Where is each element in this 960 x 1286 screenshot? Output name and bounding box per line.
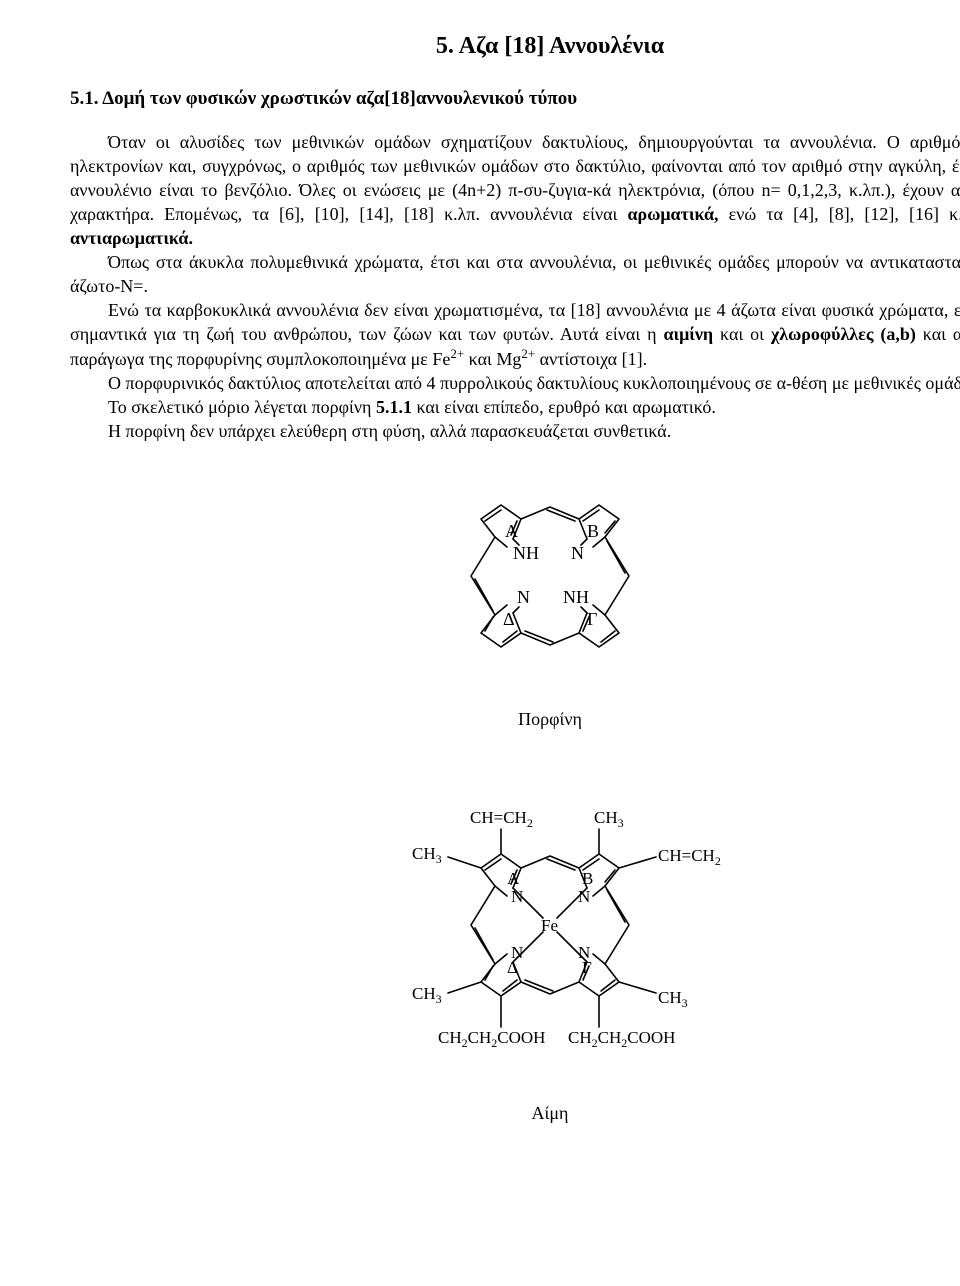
porphine-structure-icon: Α Β Γ Δ NH N N NH	[435, 477, 665, 697]
paragraph-3: Ενώ τα καρβοκυκλικά αννουλένια δεν είναι…	[70, 298, 960, 370]
figure-heme: Α Β Γ Δ N N N N Fe CH=CH2 CH3 CH3 CH=CH2…	[70, 791, 960, 1125]
p2-text: Όπως στα άκυκλα πολυμεθινικά χρώματα, έτ…	[70, 252, 960, 296]
heme-sub-ch3-4: CH3	[658, 988, 688, 1010]
heme-n-d: N	[511, 943, 523, 962]
equation-number-1: (5.1.1)	[70, 745, 960, 769]
heme-structure-icon: Α Β Γ Δ N N N N Fe CH=CH2 CH3 CH3 CH=CH2…	[360, 791, 740, 1091]
p3-text-g: και Mg	[464, 349, 521, 369]
heme-sub-ch3-2: CH3	[412, 844, 442, 866]
ring-label-d: Δ	[503, 609, 515, 629]
paragraph-2: Όπως στα άκυκλα πολυμεθινικά χρώματα, έτ…	[70, 250, 960, 298]
atom-label-nh-a: NH	[513, 543, 539, 563]
p3-text-i: αντίστοιχα [1].	[535, 349, 647, 369]
heme-sub-prop-1: CH2CH2COOH	[438, 1028, 545, 1050]
section-heading: 5.1. Δομή των φυσικών χρωστικών αζα[18]α…	[70, 86, 960, 111]
figure-caption-heme: Αίμη	[70, 1101, 960, 1125]
heme-fe: Fe	[541, 916, 558, 935]
ring-label-a: Α	[505, 521, 518, 541]
p3-sup-mg: 2+	[521, 346, 535, 361]
p6-text: Η πορφίνη δεν υπάρχει ελεύθερη στη φύση,…	[108, 421, 671, 441]
ring-label-g: Γ	[587, 609, 597, 629]
atom-label-nh-g: NH	[563, 587, 589, 607]
heme-sub-vinyl-2: CH=CH2	[658, 846, 721, 868]
heme-n-a: N	[511, 887, 523, 906]
page-title: 5. Αζα [18] Αννουλένια	[70, 30, 960, 62]
p3-bold-chlorophylls: χλωροφύλλες (a,b)	[771, 324, 916, 344]
paragraph-4: Ο πορφυρινικός δακτύλιος αποτελείται από…	[70, 371, 960, 395]
heme-sub-prop-2: CH2CH2COOH	[568, 1028, 675, 1050]
p3-bold-haemin: αιμίνη	[663, 324, 713, 344]
figure-caption-porphine: Πορφίνη	[70, 707, 960, 731]
p1-bold-antiaromatic: αντιαρωματικά.	[70, 228, 193, 248]
heme-ring-b: Β	[582, 869, 593, 888]
paragraph-6: Η πορφίνη δεν υπάρχει ελεύθερη στη φύση,…	[70, 419, 960, 443]
body-text: Όταν οι αλυσίδες των μεθινικών ομάδων σχ…	[70, 130, 960, 443]
heme-ring-a: Α	[507, 869, 520, 888]
paragraph-1: Όταν οι αλυσίδες των μεθινικών ομάδων σχ…	[70, 130, 960, 251]
heme-n-g: N	[578, 943, 590, 962]
figure-porphine: Α Β Γ Δ NH N N NH Πορφίνη	[70, 477, 960, 731]
heme-sub-vinyl-1: CH=CH2	[470, 808, 533, 830]
equation-number-2: (5.1.2)	[70, 1139, 960, 1163]
p3-sup-fe: 2+	[450, 346, 464, 361]
heme-sub-ch3-3: CH3	[412, 984, 442, 1006]
atom-label-n-d: N	[517, 587, 530, 607]
heme-n-b: N	[578, 887, 590, 906]
ring-label-b: Β	[587, 521, 599, 541]
heme-sub-ch3-1: CH3	[594, 808, 624, 830]
p1-bold-aromatic: αρωματικά,	[628, 204, 719, 224]
atom-label-n-b: N	[571, 543, 584, 563]
paragraph-5: Το σκελετικό μόριο λέγεται πορφίνη 5.1.1…	[70, 395, 960, 419]
p3-text-c: και οι	[713, 324, 771, 344]
p4-text: Ο πορφυρινικός δακτύλιος αποτελείται από…	[108, 373, 960, 393]
p5-text-a: Το σκελετικό μόριο λέγεται πορφίνη	[108, 397, 376, 417]
p5-text-c: και είναι επίπεδο, ερυθρό και αρωματικό.	[412, 397, 716, 417]
p5-bold-num: 5.1.1	[376, 397, 412, 417]
p1-text-c: ενώ τα [4], [8], [12], [16] κ.λπ. είναι	[719, 204, 960, 224]
